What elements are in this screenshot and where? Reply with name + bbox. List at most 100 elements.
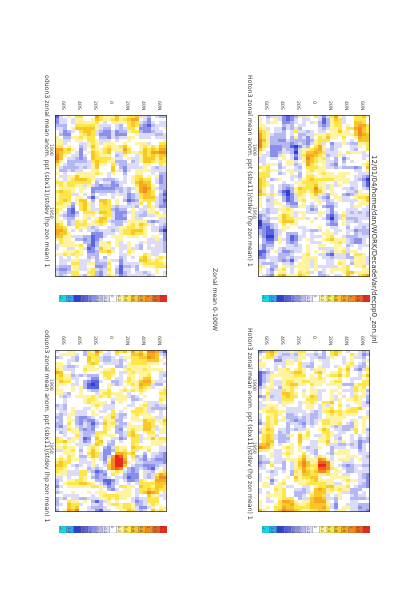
heatmap-cell: [298, 154, 303, 158]
heatmap-cell: [151, 371, 156, 375]
heatmap-cell: [55, 193, 60, 197]
heatmap-cell: [350, 362, 355, 366]
heatmap-cell: [270, 262, 275, 266]
heatmap-cell: [286, 386, 291, 390]
heatmap-cell: [71, 115, 76, 119]
heatmap-cell: [338, 434, 343, 438]
heatmap-cell: [350, 443, 355, 447]
heatmap-cell: [334, 509, 339, 512]
heatmap-cell: [330, 136, 335, 140]
heatmap-cell: [286, 398, 291, 402]
heatmap-cell: [155, 211, 160, 215]
heatmap-cell: [302, 151, 307, 155]
heatmap-cell: [107, 142, 112, 146]
heatmap-cell: [278, 181, 283, 185]
heatmap-cell: [135, 377, 140, 381]
heatmap-cell: [111, 262, 116, 266]
heatmap-cell: [79, 151, 84, 155]
heatmap-cell: [314, 199, 319, 203]
heatmap-cell: [59, 139, 64, 143]
heatmap-cell: [310, 383, 315, 387]
heatmap-cell: [274, 461, 279, 465]
heatmap-cell: [358, 178, 363, 182]
heatmap-cell: [55, 262, 60, 266]
heatmap-cell: [274, 503, 279, 507]
heatmap-cell: [290, 247, 295, 251]
heatmap-cell: [362, 256, 367, 260]
heatmap-cell: [262, 437, 267, 441]
heatmap-cell: [318, 145, 323, 149]
heatmap-cell: [346, 139, 351, 143]
heatmap-cell: [127, 229, 132, 233]
heatmap-cell: [298, 169, 303, 173]
heatmap-cell: [87, 190, 92, 194]
heatmap-cell: [350, 127, 355, 131]
heatmap-cell: [290, 226, 295, 230]
heatmap-cell: [294, 470, 299, 474]
heatmap-cell: [286, 241, 291, 245]
heatmap-cell: [338, 145, 343, 149]
heatmap-cell: [123, 244, 128, 248]
heatmap-cell: [298, 235, 303, 239]
heatmap-cell: [79, 196, 84, 200]
heatmap-cell: [278, 425, 283, 429]
heatmap-cell: [159, 196, 164, 200]
heatmap-cell: [278, 142, 283, 146]
heatmap-cell: [131, 115, 136, 119]
heatmap-cell: [334, 166, 339, 170]
heatmap-cell: [111, 160, 116, 164]
heatmap-cell: [119, 244, 124, 248]
heatmap-cell: [270, 356, 275, 360]
heatmap-cell: [147, 136, 152, 140]
heatmap-cell: [59, 154, 64, 158]
heatmap-cell: [286, 265, 291, 269]
heatmap-cell: [282, 479, 287, 483]
heatmap-cell: [95, 205, 100, 209]
heatmap-cell: [358, 163, 363, 167]
heatmap-cell: [310, 262, 315, 266]
heatmap-cell: [75, 229, 80, 233]
heatmap-cell: [362, 169, 367, 173]
heatmap-cell: [266, 362, 271, 366]
heatmap-cell: [310, 247, 315, 251]
colorbar-label: 0.4: [327, 295, 333, 302]
heatmap-cell: [366, 163, 370, 167]
heatmap-cell: [334, 184, 339, 188]
heatmap-cell: [278, 208, 283, 212]
heatmap-cell: [350, 383, 355, 387]
heatmap-cell: [286, 196, 291, 200]
heatmap-cell: [286, 488, 291, 492]
heatmap-cell: [290, 229, 295, 233]
heatmap-cell: [330, 494, 335, 498]
heatmap-cell: [354, 253, 359, 257]
heatmap-cell: [282, 458, 287, 462]
heatmap-cell: [270, 491, 275, 495]
heatmap-cell: [314, 452, 319, 456]
heatmap-cell: [346, 166, 351, 170]
heatmap-cell: [282, 208, 287, 212]
heatmap-cell: [350, 506, 355, 510]
heatmap-cell: [354, 362, 359, 366]
heatmap-cell: [95, 187, 100, 191]
heatmap-cell: [262, 362, 267, 366]
heatmap-cell: [75, 368, 80, 372]
heatmap-cell: [99, 371, 104, 375]
heatmap-cell: [75, 169, 80, 173]
heatmap-cell: [270, 175, 275, 179]
heatmap-cell: [67, 259, 72, 263]
heatmap-cell: [151, 359, 156, 363]
heatmap-cell: [270, 151, 275, 155]
heatmap-cell: [139, 199, 144, 203]
heatmap-cell: [131, 256, 136, 260]
heatmap-cell: [127, 208, 132, 212]
heatmap-cell: [262, 229, 267, 233]
heatmap-cell: [294, 413, 299, 417]
heatmap-cell: [163, 238, 167, 242]
heatmap-cell: [278, 124, 283, 128]
heatmap-cell: [278, 205, 283, 209]
heatmap-cell: [366, 500, 370, 504]
heatmap-cell: [278, 482, 283, 486]
heatmap-cell: [59, 205, 64, 209]
heatmap-cell: [326, 250, 331, 254]
heatmap-cell: [338, 235, 343, 239]
